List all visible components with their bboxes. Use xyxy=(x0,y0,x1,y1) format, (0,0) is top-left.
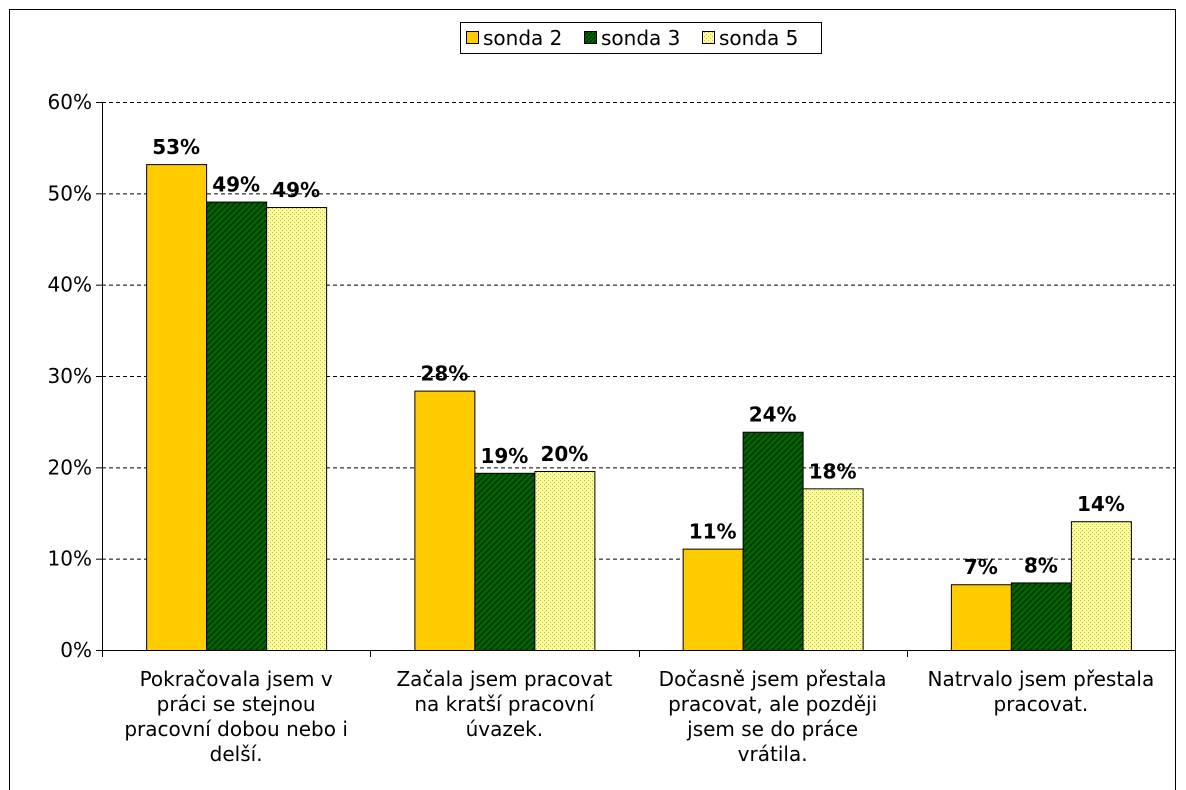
bar-sonda-3 xyxy=(474,472,536,651)
data-label: 7% xyxy=(964,555,998,579)
legend-label: sonda 5 xyxy=(719,26,798,50)
data-label: 28% xyxy=(420,362,468,386)
data-label: 8% xyxy=(1024,553,1058,577)
y-tick-label: 10% xyxy=(48,547,92,571)
x-category-label: pracovat, ale později xyxy=(668,692,877,716)
bar-sonda-5 xyxy=(1070,521,1132,651)
y-axis: 0% 10% 20% 30% 40% 50% 60% xyxy=(48,90,103,662)
data-label: 20% xyxy=(540,442,588,466)
data-label: 14% xyxy=(1077,492,1125,516)
y-tick-label: 50% xyxy=(48,181,92,205)
data-label: 49% xyxy=(212,173,260,197)
x-category-label: Dočasně jsem přestala xyxy=(659,667,887,691)
x-category-label: úvazek. xyxy=(466,717,544,741)
bar-sonda-5 xyxy=(802,488,864,651)
data-label: 11% xyxy=(689,520,737,544)
bar-sonda-3 xyxy=(742,431,804,652)
x-category-label: Natrvalo jsem přestala xyxy=(927,667,1154,691)
bar-sonda-2 xyxy=(414,390,476,651)
bar-sonda-3 xyxy=(206,201,268,651)
bar-sonda-5 xyxy=(534,470,596,651)
x-category-label: na kratší pracovní xyxy=(414,692,595,716)
y-tick-label: 0% xyxy=(60,638,92,662)
legend-box xyxy=(460,22,822,54)
bars xyxy=(146,164,1132,652)
y-tick-label: 60% xyxy=(48,90,92,114)
y-tick-label: 30% xyxy=(48,364,92,388)
x-category-label: Začala jsem pracovat xyxy=(396,667,612,691)
legend-swatch xyxy=(466,31,479,44)
legend-label: sonda 3 xyxy=(601,26,680,50)
legend-label: sonda 2 xyxy=(483,26,562,50)
data-labels: 53% 49% 49% 28% 19% 20% 11% 24% 18% 7% 8% 14% xyxy=(152,135,1125,579)
bar-sonda-3 xyxy=(1010,582,1072,651)
x-category-label: vrátila. xyxy=(738,742,808,766)
x-category-label: delší. xyxy=(210,742,263,766)
y-tick-label: 40% xyxy=(48,273,92,297)
x-category-label: Pokračovala jsem v xyxy=(140,667,333,691)
bar-sonda-5 xyxy=(266,207,328,652)
legend-swatch xyxy=(584,31,597,44)
legend: sonda 2 sonda 3 sonda 5 xyxy=(460,22,822,54)
legend-swatch xyxy=(702,31,715,44)
data-label: 49% xyxy=(272,178,320,202)
x-category-label: pracovat. xyxy=(994,692,1089,716)
data-label: 18% xyxy=(809,459,857,483)
bar-sonda-2 xyxy=(682,548,744,651)
x-category-label: práci se stejnou xyxy=(157,692,316,716)
bar-sonda-2 xyxy=(950,584,1012,651)
y-tick-label: 20% xyxy=(48,455,92,479)
bar-sonda-2 xyxy=(146,164,208,652)
data-label: 24% xyxy=(749,403,797,427)
x-category-label: jsem se do práce xyxy=(686,717,858,741)
data-label: 19% xyxy=(480,444,528,468)
x-category-label: pracovní dobou nebo i xyxy=(124,717,348,741)
data-label: 53% xyxy=(152,135,200,159)
